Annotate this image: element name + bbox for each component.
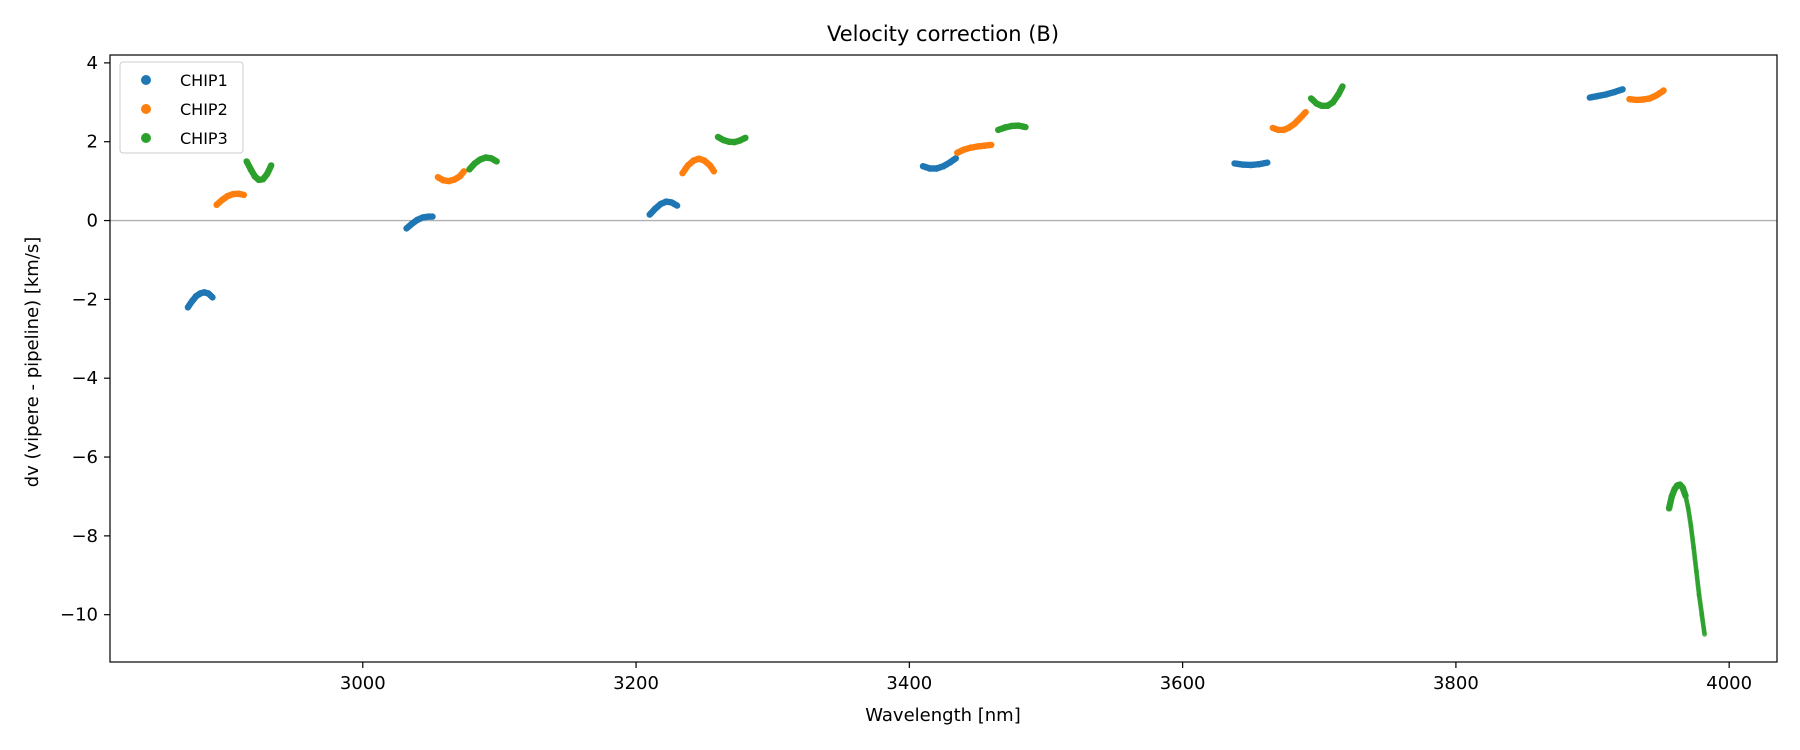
x-axis-label: Wavelength [nm] xyxy=(865,705,1021,726)
axis-ticks: 3000 3200 3400 3600 3800 4000 4 2 0 −2 −4 −6 −8 −10 xyxy=(60,53,1752,694)
legend-label-chip2: CHIP2 xyxy=(180,100,228,119)
data-point xyxy=(1264,159,1271,166)
series-chip3 xyxy=(243,83,1707,637)
data-points xyxy=(184,83,1707,637)
y-tick-label: −10 xyxy=(60,605,98,626)
y-tick-label: 4 xyxy=(87,53,98,74)
legend-label-chip3: CHIP3 xyxy=(180,129,228,148)
y-tick-label: −4 xyxy=(71,368,98,389)
data-point xyxy=(1339,83,1346,90)
series-chip2 xyxy=(213,87,1667,208)
chart-title: Velocity correction (B) xyxy=(827,22,1059,46)
x-tick-label: 3600 xyxy=(1160,673,1206,694)
x-tick-label: 3400 xyxy=(886,673,932,694)
legend-label-chip1: CHIP1 xyxy=(180,71,228,90)
data-point xyxy=(429,213,436,220)
legend-box xyxy=(119,61,244,154)
data-point xyxy=(673,202,681,209)
legend-marker-chip2 xyxy=(141,104,151,114)
data-point xyxy=(268,162,275,169)
y-tick-label: −2 xyxy=(71,289,98,310)
data-point xyxy=(742,134,749,141)
y-axis-label: dv (vipere - pipeline) [km/s] xyxy=(22,237,43,488)
data-point xyxy=(1619,86,1626,93)
legend-marker-chip1 xyxy=(141,75,151,85)
y-tick-label: −8 xyxy=(71,526,98,547)
legend-marker-chip3 xyxy=(141,133,151,143)
y-tick-label: 2 xyxy=(87,132,98,153)
data-point xyxy=(952,155,959,162)
data-point xyxy=(1302,109,1309,116)
data-point xyxy=(1022,123,1029,131)
data-point xyxy=(988,141,995,149)
legend: CHIP1 CHIP2 CHIP3 xyxy=(119,61,244,154)
series-chip1 xyxy=(184,86,1626,311)
x-tick-label: 3000 xyxy=(340,673,386,694)
data-point xyxy=(710,168,718,175)
data-point xyxy=(240,191,248,199)
x-tick-label: 3800 xyxy=(1433,673,1479,694)
x-tick-label: 3200 xyxy=(613,673,659,694)
data-point xyxy=(493,158,500,165)
data-point xyxy=(460,168,468,175)
data-point xyxy=(1702,632,1707,637)
y-tick-label: 0 xyxy=(87,211,98,232)
data-point xyxy=(1660,87,1667,94)
axes-frame xyxy=(109,54,1778,663)
y-tick-label: −6 xyxy=(71,447,98,468)
data-point xyxy=(209,294,216,301)
x-tick-label: 4000 xyxy=(1706,673,1752,694)
